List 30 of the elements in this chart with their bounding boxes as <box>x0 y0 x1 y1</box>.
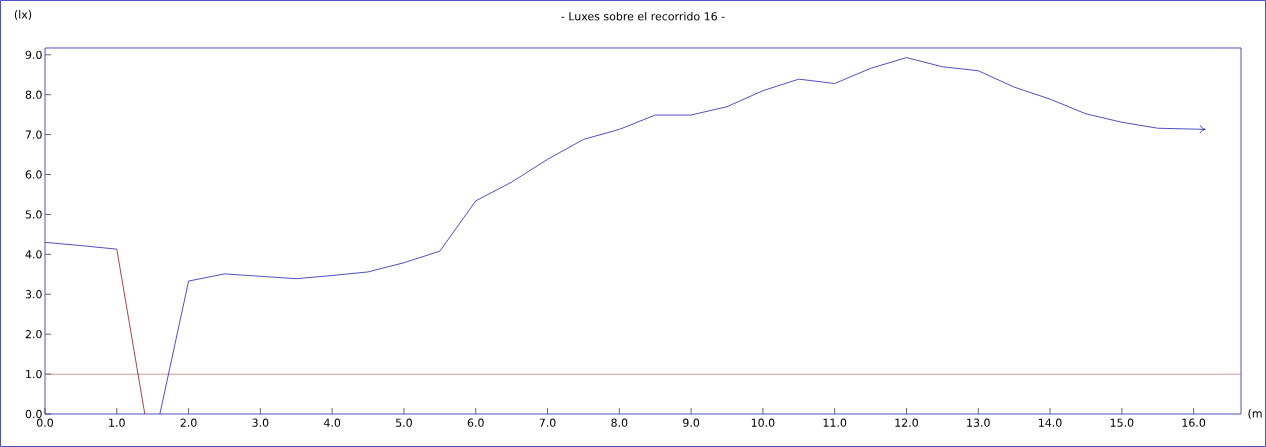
x-tick-label: 0.0 <box>36 418 54 427</box>
x-tick-label: 8.0 <box>611 418 628 427</box>
x-tick-label: 16.0 <box>1182 418 1206 427</box>
y-tick-label: 6.0 <box>25 170 42 179</box>
x-tick-label: 7.0 <box>539 418 556 427</box>
y-tick-label: 3.0 <box>25 290 42 299</box>
x-tick-label: 13.0 <box>967 418 990 427</box>
x-tick-label: 11.0 <box>823 418 847 427</box>
x-tick-label: 12.0 <box>895 418 918 427</box>
x-tick-label: 4.0 <box>323 418 341 427</box>
x-tick-label: 3.0 <box>252 418 269 427</box>
x-axis-title: (m <box>1248 409 1262 419</box>
y-tick-label: 8.0 <box>25 90 42 99</box>
x-tick-label: 6.0 <box>467 418 484 427</box>
y-tick-label: 4.0 <box>25 250 42 259</box>
y-axis-title: (lx) <box>14 10 32 20</box>
y-tick-label: 9.0 <box>25 50 42 59</box>
y-tick-label: 1.0 <box>26 369 42 379</box>
y-tick-label: 7.0 <box>25 130 42 139</box>
chart-title: - Luxes sobre el recorrido 16 - <box>561 11 725 21</box>
x-tick-label: 1.0 <box>109 418 125 427</box>
y-tick-label: 0.0 <box>25 409 42 419</box>
x-tick-label: 15.0 <box>1110 418 1134 427</box>
x-tick-label: 10.0 <box>751 418 775 427</box>
y-tick-label: 5.0 <box>25 210 42 219</box>
x-tick-label: 2.0 <box>180 418 197 427</box>
x-tick-label: 14.0 <box>1039 418 1062 427</box>
x-tick-label: 9.0 <box>683 418 700 427</box>
y-tick-label: 2.0 <box>25 330 42 339</box>
x-tick-label: 5.0 <box>396 418 412 427</box>
